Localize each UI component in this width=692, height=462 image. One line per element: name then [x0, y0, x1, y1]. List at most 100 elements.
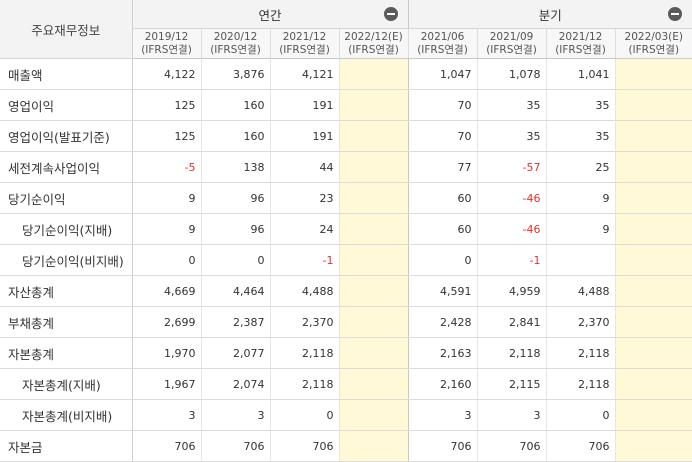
table-cell: 60	[407, 182, 478, 214]
table-cell: 0	[131, 244, 201, 276]
table-cell: 2,841	[476, 306, 547, 338]
table-cell: 3	[200, 399, 270, 431]
table-cell: -46	[476, 182, 547, 214]
table-cell	[614, 151, 692, 183]
annual-collapse-icon[interactable]	[383, 7, 398, 21]
period-date: 2021/09	[489, 30, 534, 43]
table-cell: 2,118	[269, 368, 339, 400]
row-label: 영업이익	[0, 89, 133, 121]
table-cell	[614, 58, 692, 90]
table-cell	[338, 182, 409, 214]
period-date: 2020/12	[213, 30, 258, 43]
period-basis: (IFRS연결)	[486, 43, 537, 56]
table-cell: 1,047	[407, 58, 478, 90]
table-cell: -57	[476, 151, 547, 183]
table-cell: 2,077	[200, 337, 270, 369]
table-cell: 3	[407, 399, 478, 431]
quarter-label: 분기	[538, 7, 562, 23]
row-label: 당기순이익(비지배)	[0, 244, 133, 276]
table-cell	[338, 430, 409, 462]
row-label: 자본금	[0, 430, 133, 462]
table-cell	[338, 244, 409, 276]
table-cell	[545, 244, 616, 276]
table-cell	[338, 399, 409, 431]
table-row: 자본총계(지배) 1,967 2,074 2,118 2,160 2,115 2,118	[0, 368, 692, 400]
table-cell: 160	[200, 89, 270, 121]
table-cell	[614, 337, 692, 369]
table-cell: 3	[476, 399, 547, 431]
table-cell	[614, 120, 692, 152]
period-basis: (IFRS연결)	[628, 43, 680, 56]
table-cell	[614, 275, 692, 307]
table-row: 당기순이익(비지배) 0 0 -1 0 -1	[0, 244, 692, 276]
table-cell: 2,370	[269, 306, 339, 338]
period-basis: (IFRS연결)	[210, 43, 261, 56]
period-date: 2019/12	[144, 30, 189, 43]
table-cell: 4,121	[269, 58, 339, 90]
quarter-collapse-icon[interactable]	[668, 7, 683, 21]
period-header: 2022/03(E) (IFRS연결)	[614, 28, 692, 59]
table-cell: 9	[545, 213, 616, 245]
table-cell: 70	[407, 89, 478, 121]
table-cell: 2,074	[200, 368, 270, 400]
table-cell	[614, 430, 692, 462]
table-cell	[338, 306, 409, 338]
table-row: 자본총계 1,970 2,077 2,118 2,163 2,118 2,118	[0, 337, 692, 369]
table-cell: 96	[200, 182, 270, 214]
period-date: 2021/12	[282, 30, 327, 43]
period-date: 2022/03(E)	[624, 30, 683, 43]
table-cell: 9	[545, 182, 616, 214]
table-row: 영업이익 125 160 191 70 35 35	[0, 89, 692, 121]
table-row: 부채총계 2,699 2,387 2,370 2,428 2,841 2,370	[0, 306, 692, 338]
period-header: 2021/12 (IFRS연결)	[269, 28, 339, 59]
annual-group-header: 연간	[132, 0, 409, 29]
table-cell: -46	[476, 213, 547, 245]
table-cell: 96	[200, 213, 270, 245]
table-cell	[338, 120, 409, 152]
table-cell	[338, 58, 409, 90]
table-cell: 4,122	[131, 58, 201, 90]
table-cell: 125	[131, 120, 201, 152]
table-row: 당기순이익(지배) 9 96 24 60 -46 9	[0, 213, 692, 245]
period-header: 2021/09 (IFRS연결)	[476, 28, 547, 59]
table-cell: -5	[131, 151, 201, 183]
period-basis: (IFRS연결)	[555, 43, 606, 56]
table-cell	[338, 151, 409, 183]
table-cell: 23	[269, 182, 339, 214]
period-header: 2021/12 (IFRS연결)	[545, 28, 616, 59]
row-label: 부채총계	[0, 306, 133, 338]
table-cell: 706	[269, 430, 339, 462]
period-header: 2022/12(E) (IFRS연결)	[338, 28, 409, 59]
period-basis: (IFRS연결)	[417, 43, 468, 56]
table-cell	[614, 399, 692, 431]
table-row: 자산총계 4,669 4,464 4,488 4,591 4,959 4,488	[0, 275, 692, 307]
table-cell: 2,387	[200, 306, 270, 338]
table-cell: 1,970	[131, 337, 201, 369]
table-cell: 35	[545, 120, 616, 152]
table-cell: 191	[269, 120, 339, 152]
table-cell: 2,118	[269, 337, 339, 369]
table-cell: 0	[545, 399, 616, 431]
table-cell: 35	[545, 89, 616, 121]
row-label: 자본총계(지배)	[0, 368, 133, 400]
row-label: 자산총계	[0, 275, 133, 307]
table-cell	[338, 337, 409, 369]
table-cell	[338, 368, 409, 400]
row-label: 당기순이익	[0, 182, 133, 214]
row-label: 세전계속사업이익	[0, 151, 133, 183]
table-cell: 706	[407, 430, 478, 462]
table-row: 영업이익(발표기준) 125 160 191 70 35 35	[0, 120, 692, 152]
table-cell	[614, 182, 692, 214]
period-header: 2019/12 (IFRS연결)	[131, 28, 201, 59]
table-cell: 24	[269, 213, 339, 245]
table-cell: -1	[476, 244, 547, 276]
table-cell: 1,967	[131, 368, 201, 400]
table-cell: 3	[131, 399, 201, 431]
table-cell: 1,041	[545, 58, 616, 90]
row-label: 자본총계(비지배)	[0, 399, 133, 431]
table-cell: 35	[476, 120, 547, 152]
table-cell: 2,160	[407, 368, 478, 400]
period-basis: (IFRS연결)	[279, 43, 330, 56]
table-cell: 4,959	[476, 275, 547, 307]
table-cell: 44	[269, 151, 339, 183]
